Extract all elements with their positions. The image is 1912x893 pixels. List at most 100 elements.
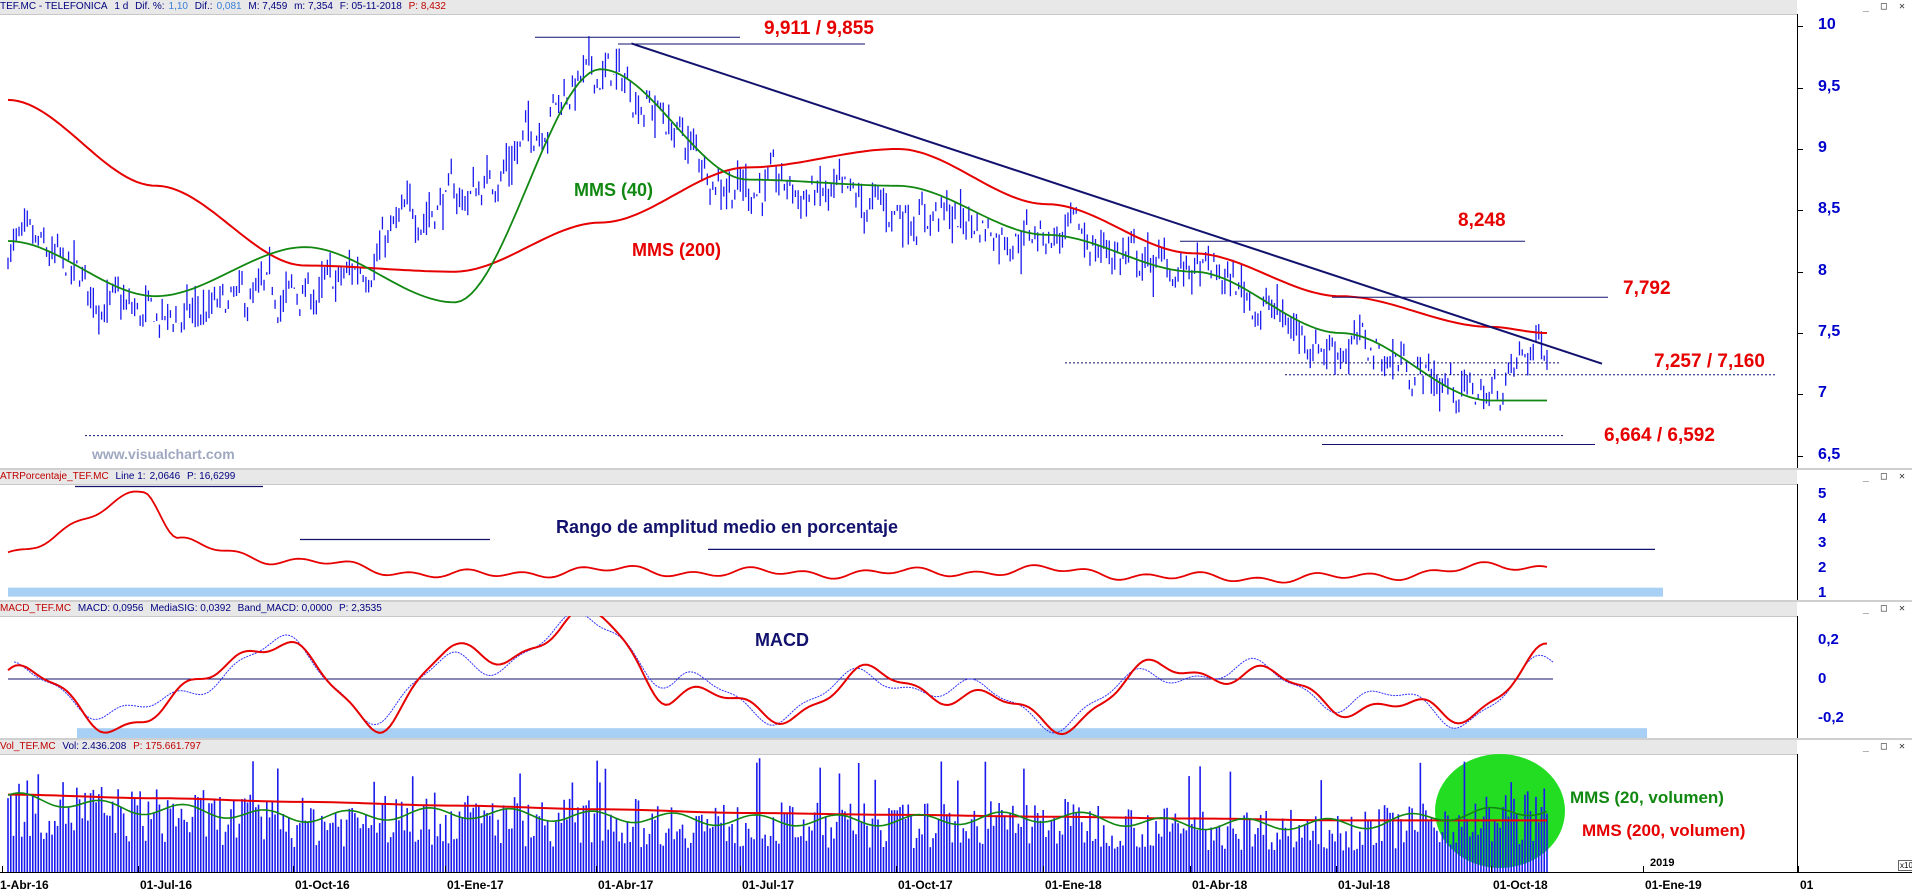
macd-chart	[7, 616, 1647, 738]
atr-window-buttons[interactable]: _ □ ✕	[1862, 471, 1908, 482]
macd-line	[7, 616, 1548, 736]
x-tick	[596, 866, 597, 872]
label-vol-mms20: MMS (20, volumen)	[1570, 788, 1724, 807]
macd-header: MACD_TEF.MC MACD: 0,0956 MediaSIG: 0,039…	[0, 602, 1797, 617]
x-tick-label: 01-Ene-19	[1645, 878, 1702, 892]
atr-axis-line	[1797, 484, 1798, 600]
price-chart	[7, 36, 1776, 445]
macd-tick-label: 0	[1818, 669, 1827, 687]
atr-panel: ATRPorcentaje_TEF.MC Line 1: 2,0646 P: 16…	[0, 470, 1912, 600]
vol-name: Vol_TEF.MC	[0, 741, 56, 752]
x-tick-label: 01-Abr-17	[598, 878, 654, 892]
label-macd-title: MACD	[755, 630, 809, 650]
x-tick-label: 1-Abr-16	[0, 878, 49, 892]
label-7257: 7,257 / 7,160	[1654, 351, 1765, 372]
atr-p-value: P: 16,6299	[186, 471, 236, 482]
x-tick	[1798, 866, 1799, 872]
dif-pct-value: 1,10	[168, 1, 188, 12]
atr-header: ATRPorcentaje_TEF.MC Line 1: 2,0646 P: 16…	[0, 470, 1797, 485]
price-tick	[1797, 333, 1803, 335]
label-mms200: MMS (200)	[632, 240, 722, 260]
label-top-level: 9,911 / 9,855	[764, 18, 874, 39]
macd-name: MACD_TEF.MC	[0, 603, 72, 614]
p-value: P: 8,432	[408, 1, 446, 12]
dif-value: 0,081	[216, 1, 242, 12]
year-marker: 2019	[1650, 857, 1675, 869]
x-tick	[138, 866, 139, 872]
atr-tick-label: 3	[1818, 534, 1827, 552]
price-bars	[7, 36, 1548, 414]
price-tick	[1797, 26, 1803, 28]
macd-tick-label: -0,2	[1818, 709, 1844, 727]
price-window-buttons[interactable]: _ □ ✕	[1862, 1, 1908, 12]
x-tick	[1643, 866, 1644, 872]
price-tick-label: 6,5	[1818, 445, 1841, 463]
label-7792: 7,792	[1623, 278, 1671, 299]
atr-line	[7, 490, 1548, 584]
price-tick	[1797, 394, 1803, 396]
x10-badge: x10	[1898, 860, 1912, 871]
x-tick	[445, 866, 446, 872]
atr-tick-label: 4	[1818, 509, 1827, 527]
min-value: m: 7,354	[294, 1, 333, 12]
macd-value: MACD: 0,0956	[77, 603, 144, 614]
label-mms40: MMS (40)	[574, 180, 654, 200]
x-tick	[293, 866, 294, 872]
separator-1[interactable]	[0, 468, 1912, 470]
x-tick	[1190, 866, 1191, 872]
vol-mms20-line	[7, 792, 1548, 831]
ticker-label: TEF.MC - TELEFONICA	[0, 1, 108, 12]
separator-3[interactable]	[0, 738, 1912, 740]
vol-mms200-line	[8, 793, 1547, 822]
x-tick-label: 01-Jul-16	[140, 878, 193, 892]
price-tick-label: 7,5	[1818, 323, 1841, 341]
x-tick-label: 01-Ene-17	[447, 878, 504, 892]
price-tick	[1797, 455, 1803, 457]
macd-p-value: P: 2,3535	[338, 603, 382, 614]
price-tick-label: 9	[1818, 138, 1827, 156]
x-tick-label: 01-Oct-18	[1493, 878, 1548, 892]
vol-axis-line	[1797, 754, 1798, 872]
x-tick-label: 01-Jul-18	[1338, 878, 1391, 892]
volume-chart	[7, 754, 1565, 872]
x-tick	[1491, 866, 1492, 872]
price-axis-line	[1797, 14, 1798, 468]
max-value: M: 7,459	[248, 1, 288, 12]
price-tick-label: 9,5	[1818, 77, 1841, 95]
label-6664: 6,664 / 6,592	[1604, 425, 1715, 446]
period-label: 1 d	[114, 1, 129, 12]
price-tick-label: 8,5	[1818, 200, 1841, 218]
vol-window-buttons[interactable]: _ □ ✕	[1862, 741, 1908, 752]
x-axis	[0, 872, 1912, 893]
vol-header: Vol_TEF.MC Vol: 2.436.208 P: 175.661.797	[0, 740, 1797, 755]
separator-2[interactable]	[0, 600, 1912, 602]
price-header: TEF.MC - TELEFONICA 1 d Dif. %: 1,10 Dif.…	[0, 0, 1797, 15]
price-panel: TEF.MC - TELEFONICA 1 d Dif. %: 1,10 Dif.…	[0, 0, 1797, 15]
macd-band-value: Band_MACD: 0,0000	[237, 603, 333, 614]
price-tick-label: 8	[1818, 261, 1827, 279]
x-tick-label: 01-Ene-18	[1045, 878, 1102, 892]
mms200-line	[7, 98, 1548, 334]
x-tick-label: 01	[1800, 878, 1814, 892]
x-tick	[1043, 866, 1044, 872]
x-tick	[896, 866, 897, 872]
price-tick-label: 10	[1818, 16, 1836, 34]
dif-label: Dif.:	[194, 1, 213, 12]
macd-axis-line	[1797, 616, 1798, 738]
atr-tick-label: 5	[1818, 484, 1827, 502]
macd-window-buttons[interactable]: _ □ ✕	[1862, 603, 1908, 614]
atr-tick-label: 1	[1818, 583, 1827, 601]
volume-bars	[7, 758, 1548, 872]
price-tick	[1797, 210, 1803, 212]
label-atr-title: Rango de amplitud medio en porcentaje	[556, 517, 899, 537]
price-tick	[1797, 87, 1803, 89]
price-tick-label: 7	[1818, 384, 1827, 402]
atr-name: ATRPorcentaje_TEF.MC	[0, 471, 109, 482]
atr-line-value: 2,0646	[149, 471, 181, 482]
x-tick	[1336, 866, 1337, 872]
x-tick-label: 01-Abr-18	[1192, 878, 1248, 892]
x-tick	[2, 866, 3, 872]
atr-chart	[7, 485, 1663, 597]
macd-signal-value: MediaSIG: 0,0392	[150, 603, 231, 614]
x-tick-label: 01-Jul-17	[742, 878, 795, 892]
